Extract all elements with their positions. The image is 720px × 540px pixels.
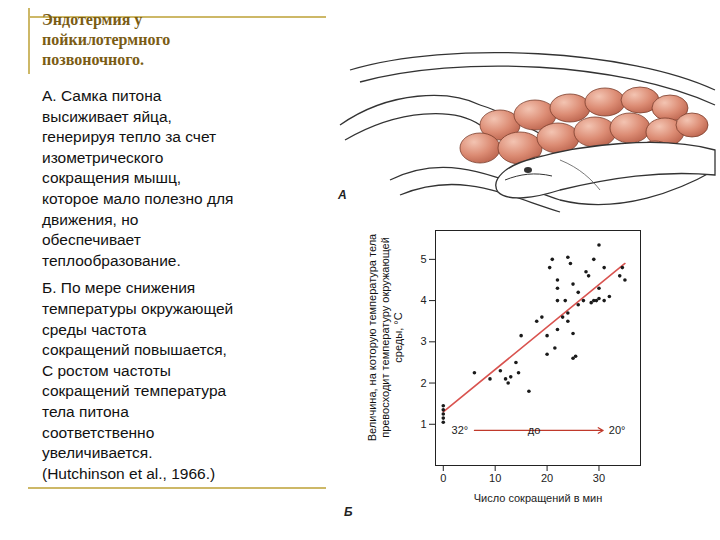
html-text:Б: Б [344,505,353,519]
html-text:С ростом частоты: С ростом частоты [42,361,171,379]
svg-text:10: 10 [489,472,501,484]
svg-text:20°: 20° [609,424,626,436]
html-text:сокращения мышц,: сокращения мышц, [42,169,182,187]
html-text:Б. По мере снижения: Б. По мере снижения [42,279,196,297]
html-text:обеспечивает: обеспечивает [42,231,141,249]
html-text:увеличивается.: увеличивается. [42,444,153,462]
svg-text:20: 20 [541,472,553,484]
svg-text:5: 5 [420,253,426,265]
svg-text:3: 3 [420,335,426,347]
html-text:тела питона: тела питона [42,402,129,420]
html-text:движения, но: движения, но [42,210,139,228]
html-text:среды частота: среды частота [42,320,147,338]
svg-text:1: 1 [420,418,426,430]
svg-text:2: 2 [420,377,426,389]
html-text:теплообразование.: теплообразование. [42,251,181,269]
html-text:температуры окружающей: температуры окружающей [42,299,234,317]
svg-text:до: до [528,424,541,436]
html-text:А. Самка питона: А. Самка питона [42,87,162,104]
html-text:высиживает яйца,: высиживает яйца, [42,107,172,125]
svg-text:Число сокращений в мин: Число сокращений в мин [474,492,603,504]
html-text:позвоночного.: позвоночного. [42,51,145,68]
html-text:Эндотермия у: Эндотермия у [42,11,143,28]
html-text:сокращений повышается,: сокращений повышается, [42,341,227,359]
html-text:соответственно: соответственно [42,423,155,441]
svg-text:0: 0 [440,472,446,484]
html-text:(Hutchinson et al., 1966.): (Hutchinson et al., 1966.) [42,464,216,482]
html-text:сокращений температура: сокращений температура [42,382,227,400]
html-text:изометрического: изометрического [42,148,164,166]
html-text:А: А [338,188,347,202]
svg-text:30: 30 [593,472,605,484]
html-text:пойкилотермного: пойкилотермного [42,31,171,48]
svg-text:32°: 32° [452,424,469,436]
html-text:которое мало полезно для: которое мало полезно для [42,190,234,207]
html-text:генерируя тепло за счет: генерируя тепло за счет [42,128,217,146]
html-text:Величина, на которую температу: Величина, на которую температура тела пр… [365,233,404,442]
svg-text:4: 4 [420,294,426,306]
